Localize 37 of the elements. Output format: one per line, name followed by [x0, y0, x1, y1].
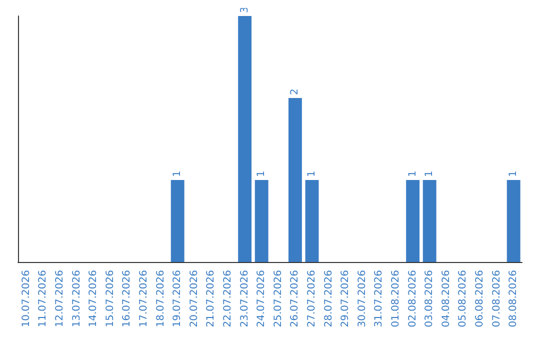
x-tick-label: 18.07.2026	[155, 270, 166, 328]
data-label: 1	[172, 170, 184, 177]
x-tick-label: 13.07.2026	[71, 270, 82, 328]
x-tick-label: 10.07.2026	[20, 270, 32, 328]
x-tick-label: 11.07.2026	[38, 270, 49, 328]
x-tick-label: 31.07.2026	[374, 270, 385, 328]
x-tick-label: 28.07.2026	[323, 270, 334, 328]
x-tick-label: 17.07.2026	[138, 270, 150, 328]
x-tick-label: 08.08.2026	[508, 270, 520, 328]
x-tick-label: 04.08.2026	[440, 270, 452, 328]
data-label: 1	[424, 170, 436, 177]
x-tick-label: 03.08.2026	[424, 270, 436, 328]
x-tick-label: 02.08.2026	[407, 270, 418, 328]
x-tick-label: 27.07.2026	[306, 270, 318, 328]
x-tick-label: 05.08.2026	[458, 270, 469, 328]
x-tick-label: 20.07.2026	[188, 270, 200, 328]
data-label: 1	[407, 170, 418, 177]
x-tick-label: 22.07.2026	[222, 270, 234, 328]
x-tick-label: 25.07.2026	[272, 270, 284, 328]
data-label: 1	[508, 170, 520, 177]
x-tick-label: 26.07.2026	[290, 270, 301, 328]
x-tick-label: 30.07.2026	[356, 270, 368, 328]
data-label: 2	[290, 88, 301, 95]
x-tick-label: 01.08.2026	[390, 270, 402, 328]
x-tick-label: 07.08.2026	[491, 270, 502, 328]
x-tick-label: 29.07.2026	[340, 270, 352, 328]
x-tick-label: 14.07.2026	[88, 270, 100, 328]
x-tick-label: 06.08.2026	[474, 270, 486, 328]
x-tick-label: 15.07.2026	[104, 270, 116, 328]
x-tick-label: 16.07.2026	[122, 270, 133, 328]
x-tick-label: 23.07.2026	[239, 270, 250, 328]
x-tick-label: 24.07.2026	[256, 270, 268, 328]
x-tick-label: 21.07.2026	[206, 270, 217, 328]
data-label: 1	[256, 170, 268, 177]
data-label: 1	[306, 170, 318, 177]
x-tick-label: 19.07.2026	[172, 270, 184, 328]
x-tick-label: 12.07.2026	[54, 270, 66, 328]
